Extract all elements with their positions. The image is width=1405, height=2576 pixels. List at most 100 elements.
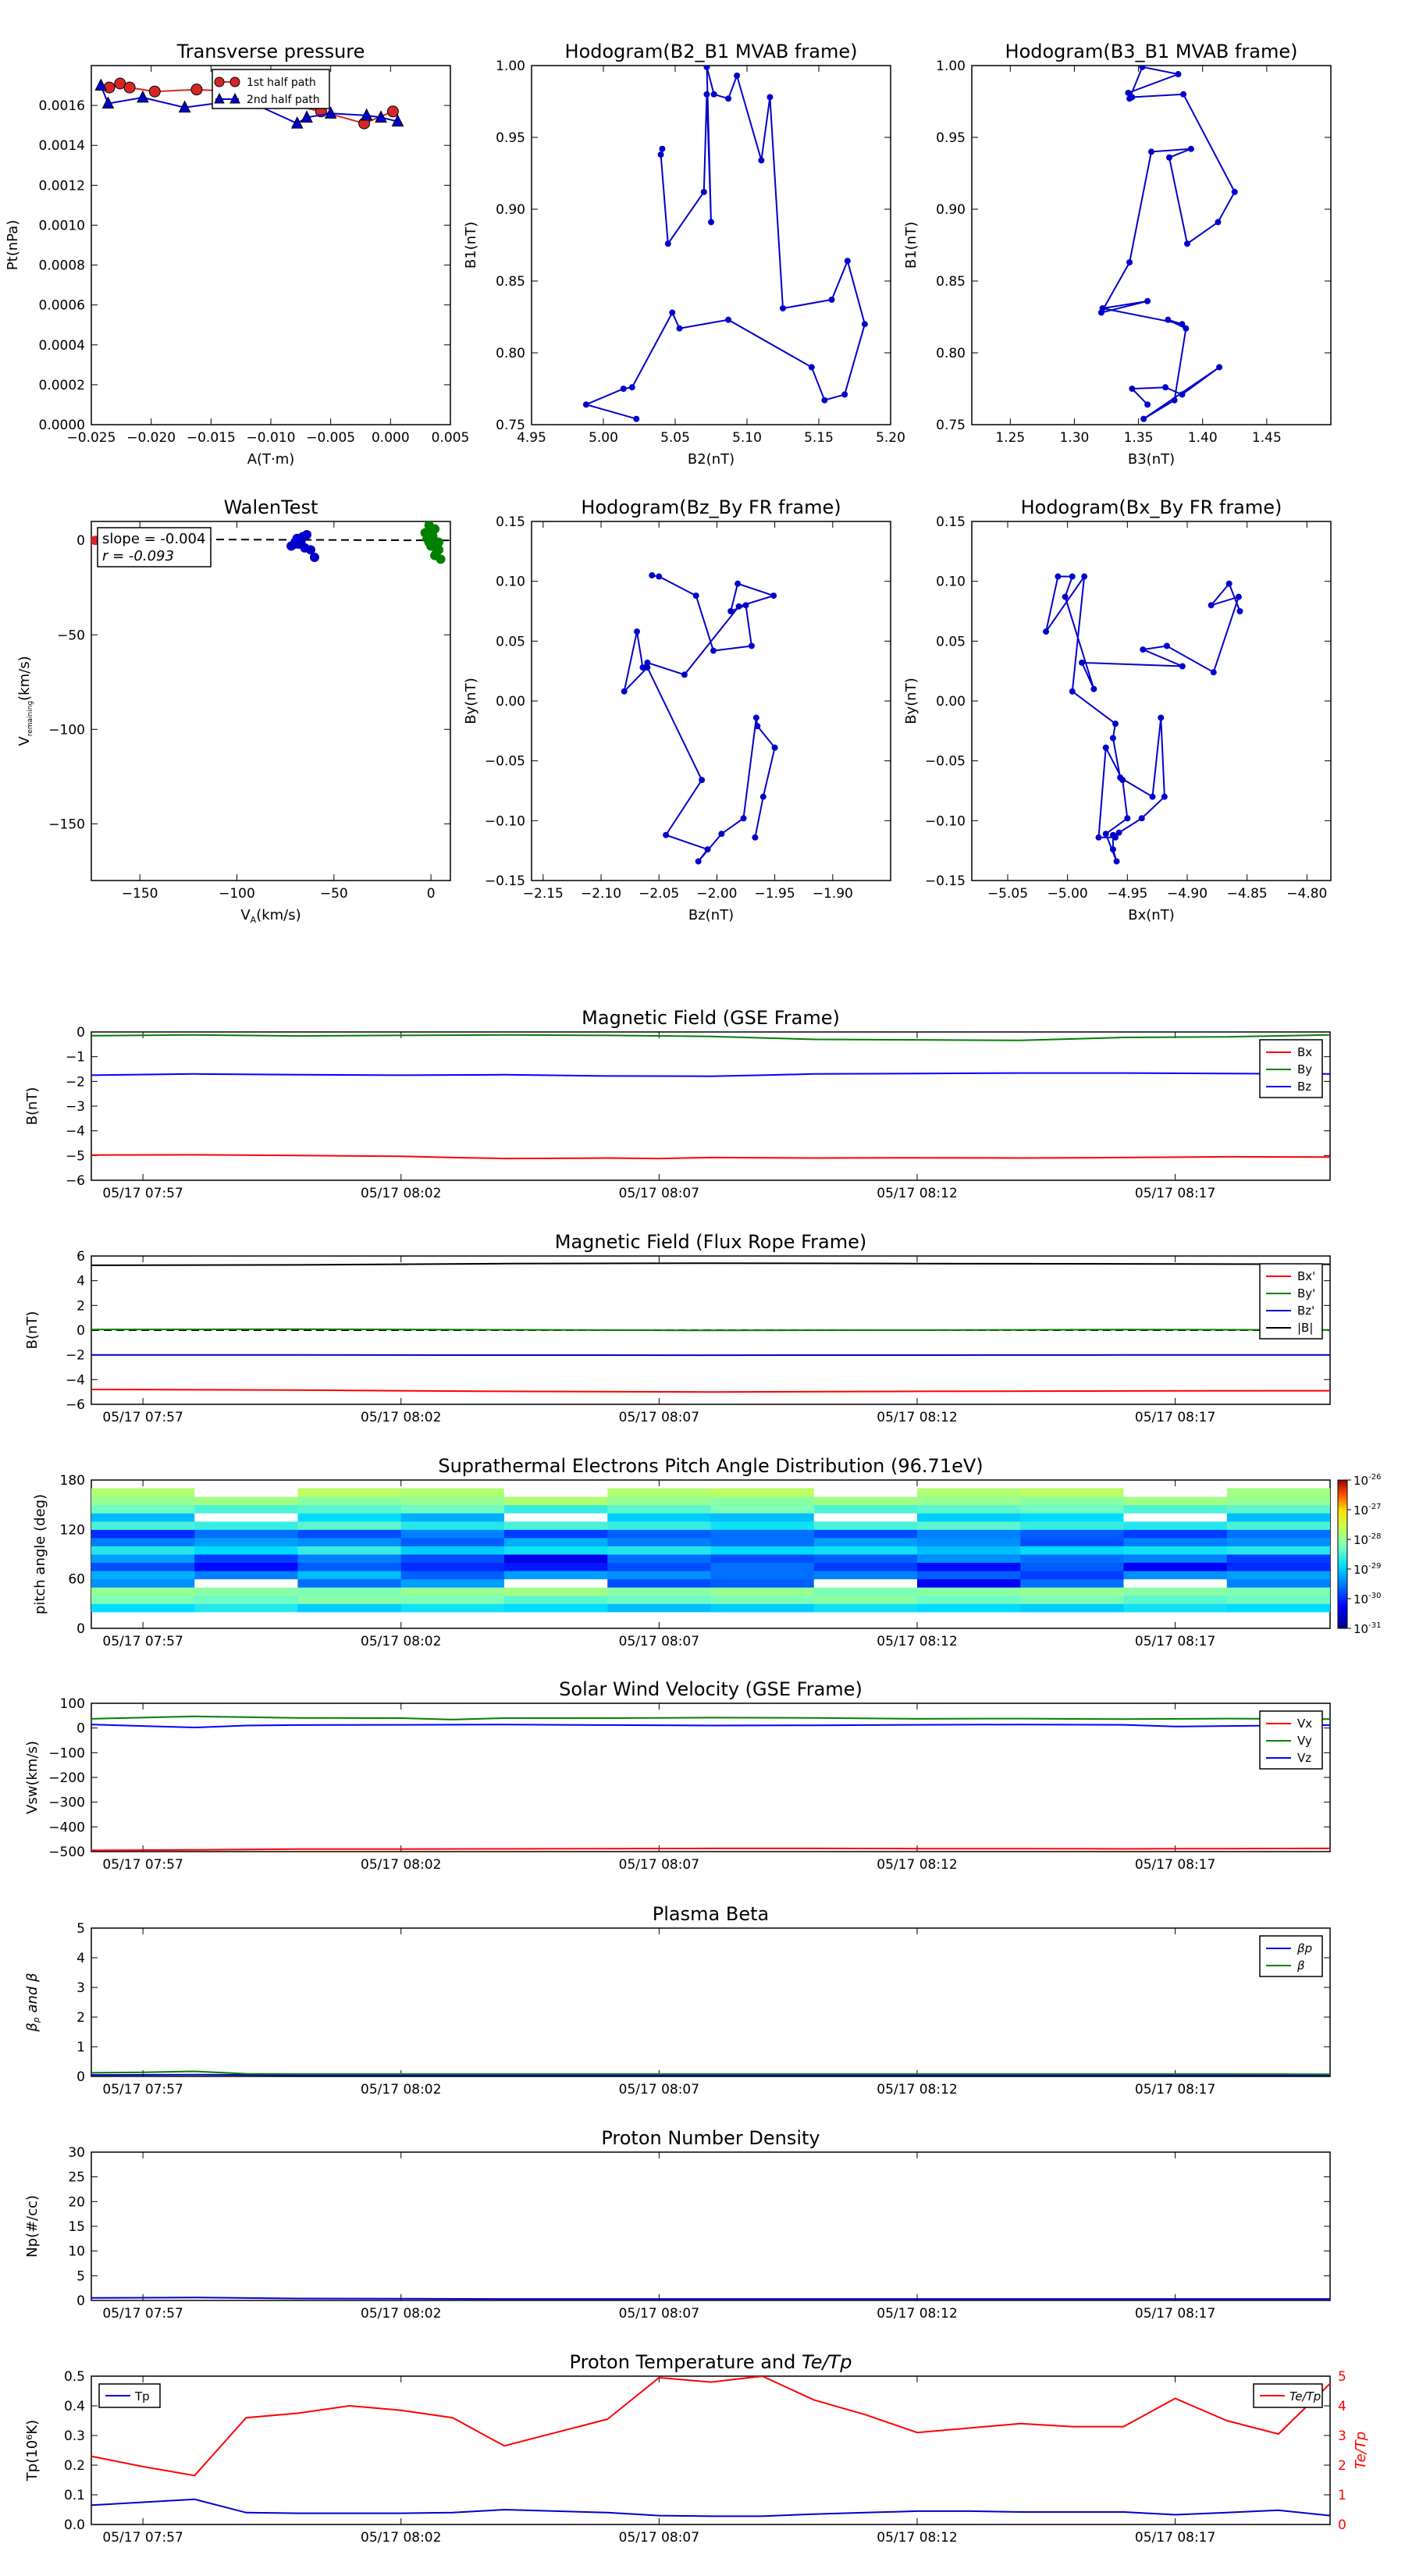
tp-legend-marker (229, 92, 240, 104)
chart-hgfr2: Hodogram(Bx_By FR frame) −5.05 −5.00 −4.95 −… (903, 496, 1332, 923)
pad-cell (607, 1504, 711, 1514)
hgfr2-ytick-label: 0.15 (936, 514, 966, 530)
hgfr2-point (1140, 646, 1147, 653)
hg2-point (1099, 304, 1106, 311)
hgfr1-ylabel: By(nT) (463, 678, 479, 724)
pad-colorbar-label: 10-29 (1353, 1562, 1381, 1577)
pad-cell (1020, 1562, 1124, 1571)
hg1-plot-frame (531, 65, 891, 425)
hg1-ylabel: B1(nT) (463, 222, 479, 269)
hgfr2-plot-area (1043, 573, 1243, 865)
tp-ytick-label: 0.0016 (39, 98, 85, 114)
hgfr1-point (621, 688, 628, 695)
pad-cell (1020, 1587, 1124, 1596)
pad-cell (917, 1603, 1021, 1613)
mag_gse-series-line-0 (91, 1154, 1330, 1160)
hgfr1-point (718, 831, 725, 838)
hgfr2-xlabel: Bx(nT) (1128, 907, 1174, 923)
np-ytick-label: 15 (68, 2219, 85, 2235)
hg2-point (1126, 259, 1133, 266)
pad-cell (710, 1504, 815, 1514)
tp-legend-marker (214, 92, 225, 104)
mag_gse-ytick-label: −4 (66, 1124, 85, 1140)
pad-cell (194, 1546, 298, 1555)
pad-cell (400, 1571, 505, 1580)
hg1-point (700, 188, 707, 195)
hg2-ytick-label: 0.90 (936, 202, 966, 218)
pad-cell (297, 1521, 402, 1530)
walen-point (434, 537, 444, 547)
mag_fr-legend-label: |B| (1297, 1321, 1313, 1335)
tp-point (391, 114, 404, 127)
mag_fr-series-line-1 (91, 1328, 1330, 1332)
hg1-point (628, 384, 635, 391)
pad-cell (194, 1603, 298, 1613)
hg2-point (1231, 188, 1238, 195)
pad-cell (504, 1587, 608, 1596)
chart-mag_fr: Magnetic Field (Flux Rope Frame) 05/17 07… (24, 1231, 1331, 1425)
pad-colorbar-base: 10 (1353, 1622, 1368, 1636)
mag_fr-ytick-label: 6 (76, 1249, 85, 1265)
walen-ytick-label: −100 (48, 722, 85, 738)
np-xtick-label: 05/17 08:07 (619, 2306, 699, 2322)
np-ytick-label: 25 (68, 2170, 85, 2186)
tp_ratio-ytick-label: 0.1 (64, 2488, 85, 2503)
tp-point (123, 81, 136, 94)
beta-legend-label: βp (1297, 1941, 1312, 1955)
walen-xlabel-main: V (240, 907, 251, 923)
pad-cell (917, 1513, 1021, 1522)
pad-cell (400, 1595, 505, 1604)
hgfr2-point (1112, 834, 1119, 841)
mag_fr-legend-label: Bx' (1297, 1269, 1315, 1283)
pad-cell (504, 1537, 608, 1546)
pad-cell (504, 1578, 608, 1588)
pad-cell (813, 1587, 918, 1596)
np-ytick-label: 20 (68, 2194, 85, 2210)
hg2-ytick-label: 0.80 (936, 346, 966, 361)
hg2-plot-frame (971, 65, 1332, 425)
pad-cell (91, 1603, 195, 1613)
beta-ylabel-sub: p (31, 2017, 41, 2023)
tp_ratio-legend-right-label: Te/Tp (1289, 2389, 1321, 2403)
mag_gse-legend-label: By (1297, 1062, 1312, 1076)
hg1-xtick-label: 5.10 (732, 430, 762, 446)
pad-cell (607, 1546, 711, 1555)
pad-cell (710, 1513, 815, 1522)
hg1-ytick-label: 0.85 (496, 274, 525, 290)
pad-cell (710, 1554, 815, 1564)
tp_ratio-legend-left-label: Tp (134, 2389, 150, 2403)
tp_ratio-ytick-label: 0.2 (64, 2458, 85, 2474)
pad-cell (813, 1521, 918, 1530)
hg2-point (1166, 154, 1172, 161)
pad-cell (917, 1496, 1021, 1506)
pad-cell (813, 1537, 918, 1546)
pad-cell (607, 1529, 711, 1539)
beta-ytick-label: 1 (76, 2040, 85, 2055)
pad-cell (297, 1513, 402, 1522)
walen-xtick-label: −50 (320, 886, 348, 902)
pad-cell (607, 1562, 711, 1571)
mag_gse-xtick-label: 05/17 08:17 (1135, 1186, 1215, 1201)
pad-cell (297, 1546, 402, 1555)
walen-point (302, 529, 311, 539)
hgfr2-point (1179, 663, 1186, 670)
pad-cell (813, 1546, 918, 1555)
walen-point (432, 546, 442, 557)
pad-xtick-label: 05/17 08:17 (1135, 1634, 1215, 1649)
tp_ratio-ylabel-right: Te/Tp (1353, 2432, 1369, 2469)
vsw-plot-area (91, 1715, 1330, 1852)
mag_gse-series-line-2 (91, 1072, 1330, 1077)
pad-cell (710, 1587, 815, 1596)
tp_ratio-ytick-label: 0.3 (64, 2428, 85, 2444)
hg2-ytick-label: 0.75 (936, 418, 966, 433)
beta-xtick-label: 05/17 08:07 (619, 2082, 699, 2097)
pad-cell (710, 1496, 815, 1506)
pad-cell (1123, 1578, 1228, 1588)
walen-xlabel-suffix: (km/s) (256, 907, 301, 923)
hg1-point (659, 145, 666, 152)
hg1-xtick-label: 5.00 (589, 430, 618, 446)
hgfr2-point (1112, 720, 1119, 728)
pad-cell (194, 1571, 298, 1580)
pad-cell (607, 1488, 711, 1497)
